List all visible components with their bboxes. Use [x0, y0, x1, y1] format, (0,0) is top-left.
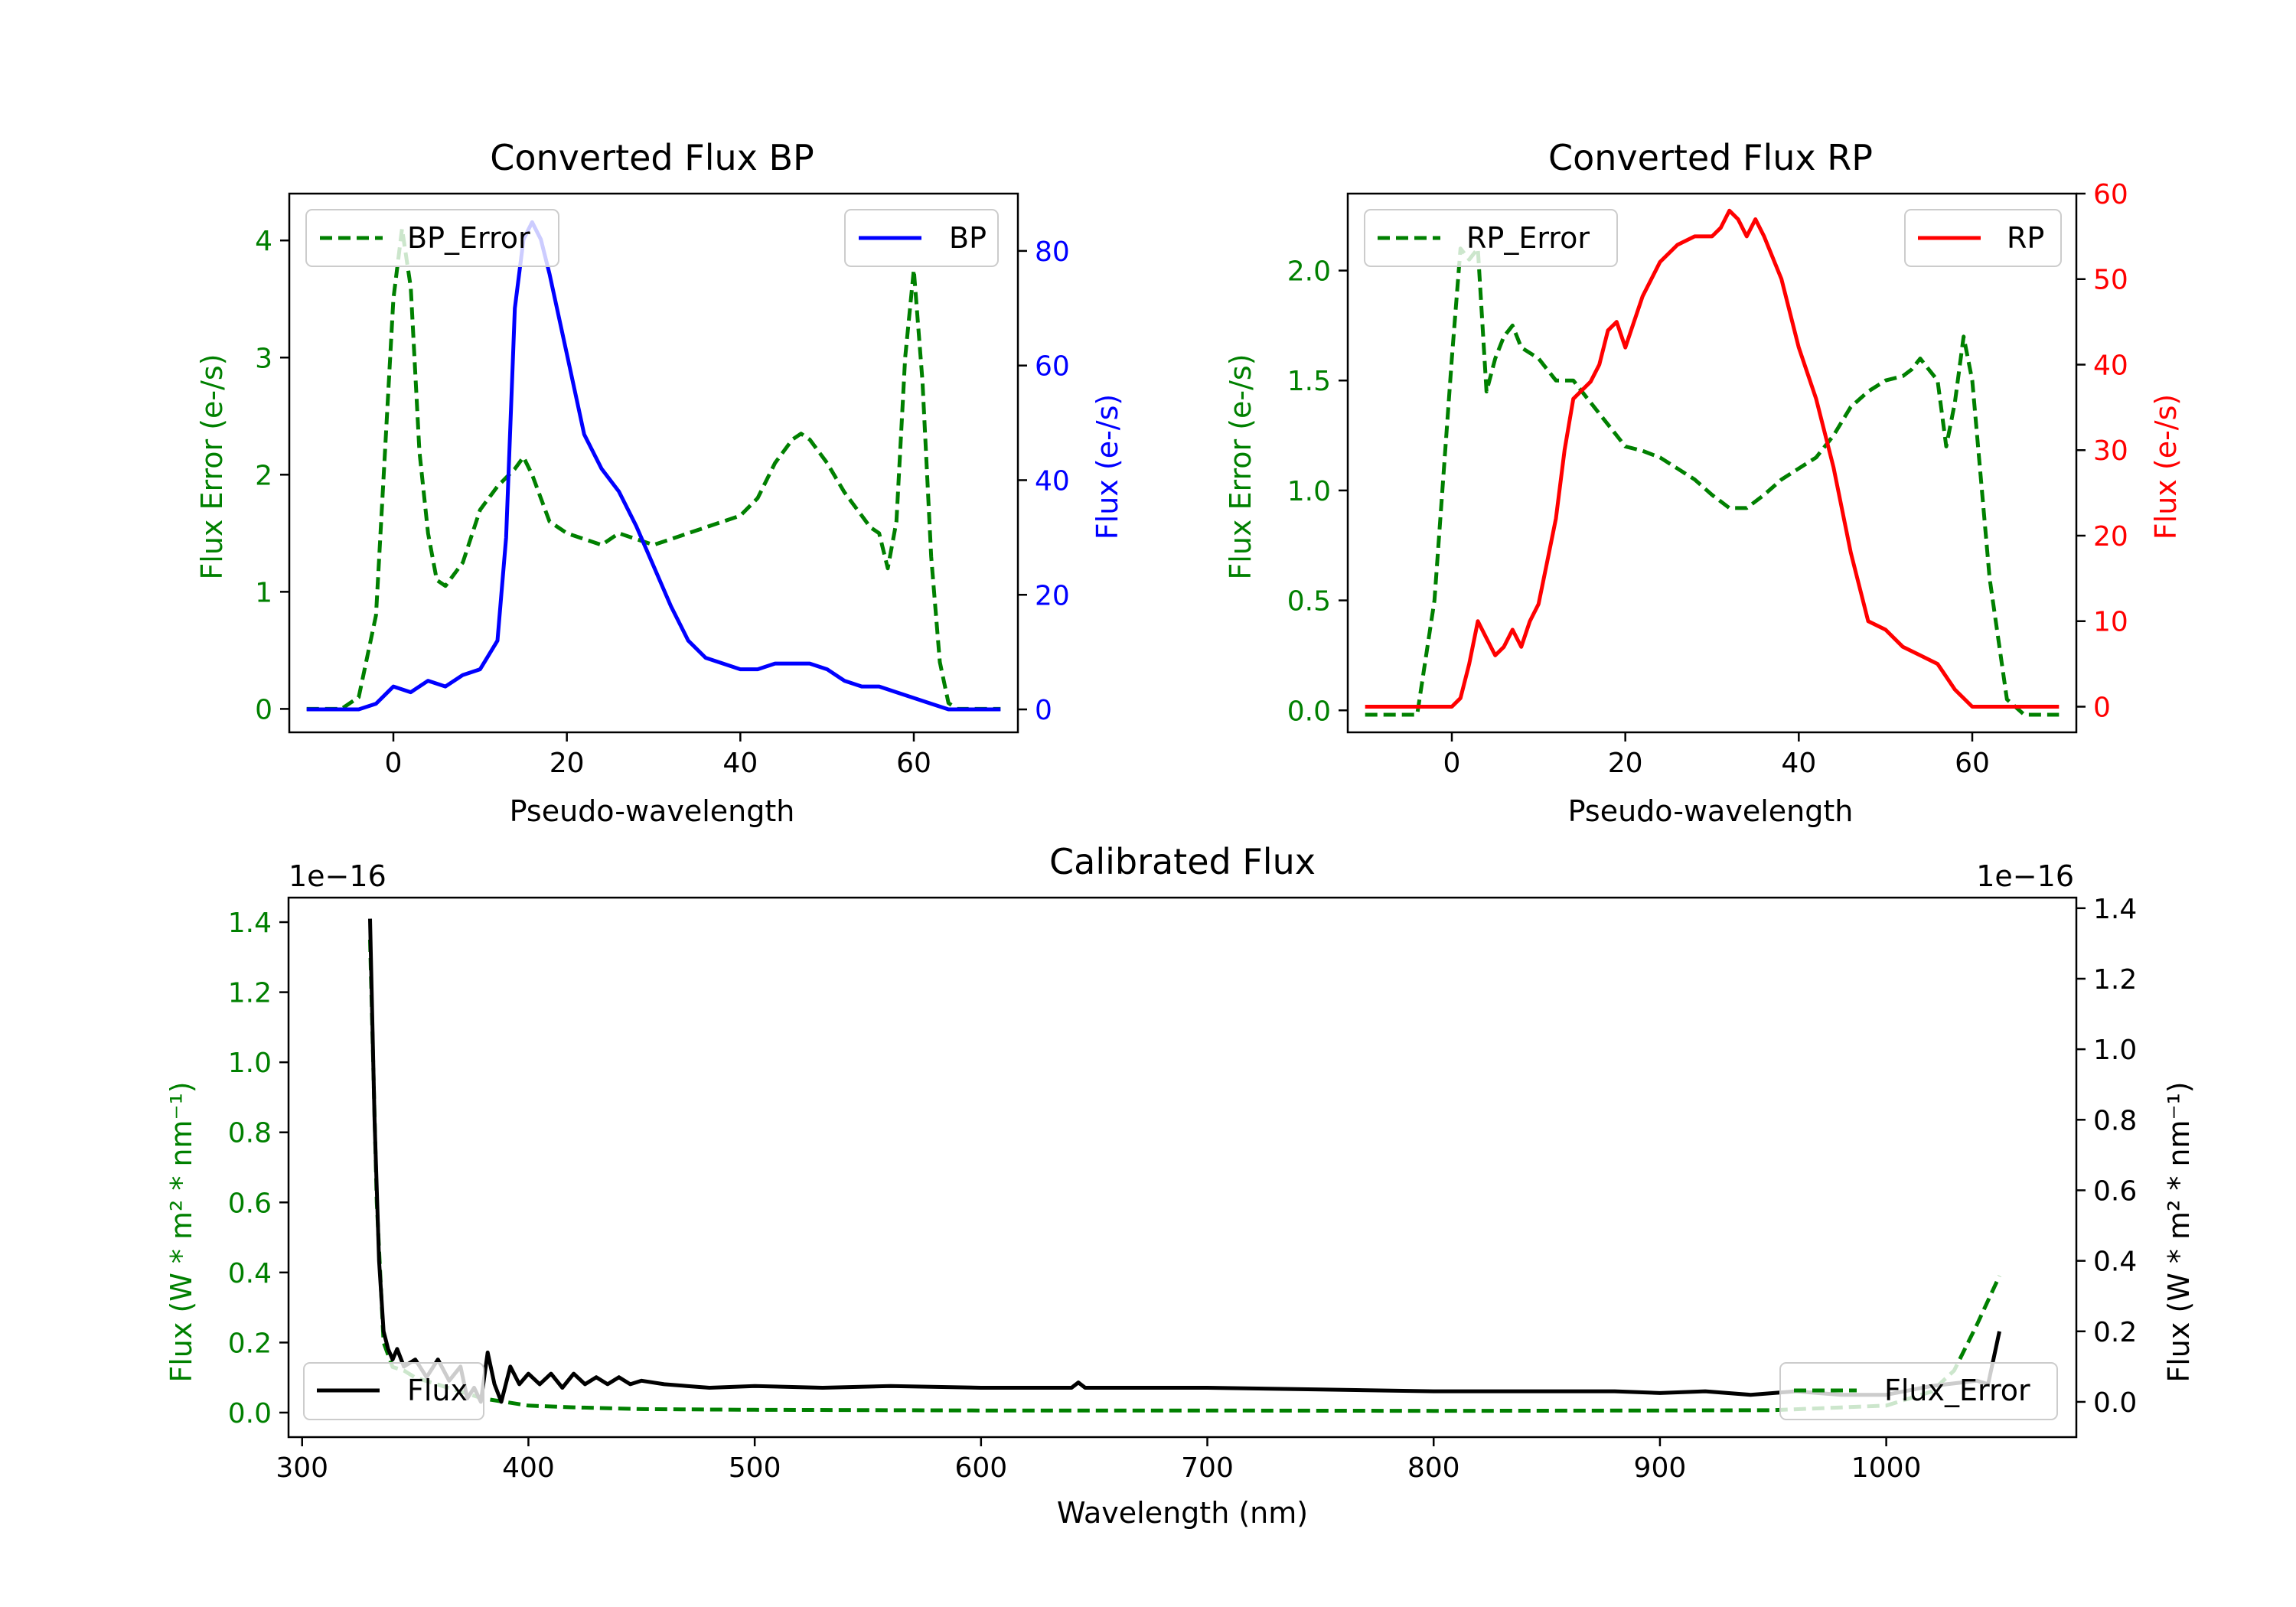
rp-y-left-tick-label: 0.0	[1287, 696, 1331, 727]
rp-x-tick-label: 40	[1781, 748, 1816, 779]
rp-legend-error: RP_Error	[1364, 209, 1618, 267]
bp-x-tick-label: 40	[722, 748, 758, 779]
bp-y-left-tick-label: 2	[255, 460, 272, 491]
bp-y-right-tick-label: 80	[1035, 236, 1070, 268]
rp-series-rp-error-line	[1365, 246, 2060, 717]
rp-xlabel: Pseudo-wavelength	[1568, 794, 1854, 828]
bp-y-right-tick-label: 0	[1035, 695, 1052, 726]
bp-legend-error-label: BP_Error	[407, 221, 530, 255]
calibrated-y-left-tick-label: 0.2	[228, 1328, 272, 1359]
rp-legend-flux: RP	[1904, 209, 2062, 267]
rp-legend-flux-label: RP	[2007, 221, 2044, 255]
calibrated-y-left-tick-label: 1.0	[228, 1048, 272, 1079]
rp-y-right-tick-label: 10	[2093, 607, 2128, 638]
bp-y-right-tick-label: 20	[1035, 580, 1070, 611]
calibrated-y-left-tick-label: 1.2	[228, 978, 272, 1009]
rp-y-right-tick-label: 60	[2093, 179, 2128, 210]
rp-y-left-tick-label: 1.5	[1287, 366, 1331, 397]
rp-ylabel-right: Flux (e-/s)	[2149, 394, 2183, 539]
calibrated-title: Calibrated Flux	[1049, 841, 1316, 882]
bp-series-bp-error-line	[306, 227, 1001, 711]
calibrated-x-tick-label: 900	[1634, 1452, 1687, 1484]
calibrated-ylabel-right: Flux (W * m² * nm⁻¹)	[2162, 1081, 2196, 1382]
calibrated-y-left-tick-label: 1.4	[228, 908, 272, 939]
calibrated-y-right-tick-label: 0.4	[2093, 1247, 2137, 1278]
calibrated-y-right-tick-label: 1.0	[2093, 1035, 2137, 1066]
rp-y-right-tick-label: 30	[2093, 435, 2128, 467]
bp-x-tick-label: 20	[550, 748, 585, 779]
calibrated-y-left-tick-label: 0.8	[228, 1118, 272, 1149]
calibrated-legend-error-label: Flux_Error	[1884, 1374, 2030, 1407]
bp-legend-flux: BP	[844, 209, 999, 267]
rp-x-tick-label: 0	[1443, 748, 1461, 779]
rp-y-right-tick-label: 0	[2093, 692, 2111, 723]
calibrated-ylabel-left: Flux (W * m² * nm⁻¹)	[165, 1081, 198, 1382]
calibrated-chart: Calibrated Flux 300 400 500 600 700 800 900 100…	[165, 841, 2196, 1530]
bp-y-left-tick-label: 0	[255, 694, 272, 725]
rp-axes-frame	[1346, 192, 2078, 734]
bp-ylabel-left: Flux Error (e-/s)	[195, 354, 229, 579]
rp-ylabel-left: Flux Error (e-/s)	[1224, 354, 1257, 579]
bp-y-left-tick-label: 3	[255, 343, 272, 374]
bp-ylabel-right: Flux (e-/s)	[1091, 394, 1124, 539]
rp-y-left-tick-label: 1.0	[1287, 476, 1331, 507]
bp-legend-error: BP_Error	[305, 209, 559, 267]
calibrated-y-left-tick-label: 0.4	[228, 1258, 272, 1289]
calibrated-x-tick-label: 400	[502, 1452, 555, 1484]
bp-xlabel: Pseudo-wavelength	[510, 794, 795, 828]
rp-series-rp-line	[1365, 208, 2060, 709]
calibrated-x-tick-label: 300	[276, 1452, 328, 1484]
bp-x-tick-label: 60	[896, 748, 931, 779]
calibrated-x-tick-label: 800	[1407, 1452, 1460, 1484]
bp-y-left-tick-label: 4	[255, 226, 272, 257]
rp-y-right-tick-label: 20	[2093, 521, 2128, 553]
rp-chart: Converted Flux RP 0 20 40 60 0.0 0.5 1.0 1.5 2.0…	[1224, 137, 2183, 828]
bp-x-tick-label: 0	[385, 748, 403, 779]
bp-y-left-tick-label: 1	[255, 577, 272, 608]
rp-plot-area: 0 20 40 60 0.0 0.5 1.0 1.5 2.0 0 10 20 30 40 50 60	[1287, 179, 2128, 779]
bp-legend-flux-label: BP	[949, 221, 987, 255]
calibrated-y-right-tick-label: 0.2	[2093, 1317, 2137, 1348]
rp-y-left-tick-label: 0.5	[1287, 586, 1331, 618]
calibrated-y-right-tick-label: 0.6	[2093, 1175, 2137, 1207]
calibrated-offset-right: 1e−16	[1976, 859, 2074, 893]
rp-y-left-tick-label: 2.0	[1287, 256, 1331, 288]
bp-series-bp-line	[306, 220, 1001, 712]
calibrated-xlabel: Wavelength (nm)	[1057, 1496, 1308, 1530]
calibrated-y-right-tick-label: 1.4	[2093, 894, 2137, 925]
rp-y-right-tick-label: 50	[2093, 265, 2128, 296]
rp-y-right-tick-label: 40	[2093, 350, 2128, 381]
calibrated-x-tick-label: 600	[954, 1452, 1007, 1484]
calibrated-x-tick-label: 1000	[1851, 1452, 1922, 1484]
calibrated-x-tick-label: 500	[729, 1452, 781, 1484]
bp-chart: Converted Flux BP 0 20 40 6001234020406080 …	[195, 137, 1124, 828]
bp-y-right-tick-label: 60	[1035, 351, 1070, 383]
bp-title: Converted Flux BP	[490, 137, 814, 178]
rp-x-tick-label: 60	[1955, 748, 1990, 779]
calibrated-y-right-tick-label: 0.0	[2093, 1387, 2137, 1419]
calibrated-legend-error: Flux_Error	[1779, 1362, 2058, 1420]
calibrated-y-right-tick-label: 1.2	[2093, 964, 2137, 996]
calibrated-y-right-tick-label: 0.8	[2093, 1105, 2137, 1136]
rp-title: Converted Flux RP	[1548, 137, 1873, 178]
bp-axes-frame	[288, 192, 1019, 734]
bp-y-right-tick-label: 40	[1035, 465, 1070, 497]
rp-x-tick-label: 20	[1608, 748, 1643, 779]
calibrated-axes-frame	[287, 896, 2078, 1439]
calibrated-y-left-tick-label: 0.6	[228, 1188, 272, 1219]
calibrated-y-left-tick-label: 0.0	[228, 1398, 272, 1429]
calibrated-offset-left: 1e−16	[289, 859, 386, 893]
calibrated-x-tick-label: 700	[1181, 1452, 1234, 1484]
calibrated-legend-flux: Flux	[303, 1362, 484, 1420]
calibrated-legend-flux-label: Flux	[407, 1374, 468, 1407]
rp-legend-error-label: RP_Error	[1466, 221, 1590, 255]
